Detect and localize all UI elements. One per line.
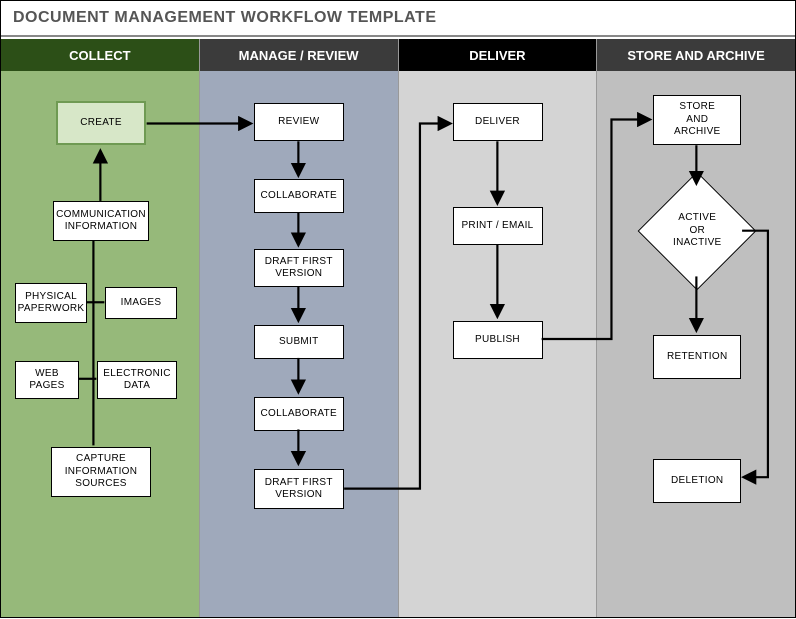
node-capture-sources: CAPTURE INFORMATION SOURCES xyxy=(51,447,151,497)
node-submit: SUBMIT xyxy=(254,325,344,359)
column-body-collect: CREATE COMMUNICATION INFORMATION PHYSICA… xyxy=(1,71,199,617)
node-create: CREATE xyxy=(56,101,146,145)
columns-container: COLLECT CREATE COMMUNICATION INFORMATION… xyxy=(1,39,795,617)
column-manage: MANAGE / REVIEW REVIEW COLLABORATE DRAFT… xyxy=(200,39,399,617)
arrows-collect xyxy=(1,71,199,617)
node-store-archive: STORE AND ARCHIVE xyxy=(653,95,741,145)
node-collaborate-2: COLLABORATE xyxy=(254,397,344,431)
node-review: REVIEW xyxy=(254,103,344,141)
node-decision: ACTIVE OR INACTIVE xyxy=(655,189,739,273)
title-bar: DOCUMENT MANAGEMENT WORKFLOW TEMPLATE xyxy=(1,1,795,37)
column-deliver: DELIVER DELIVER PRINT / EMAIL PUBLISH xyxy=(399,39,598,617)
node-deliver: DELIVER xyxy=(453,103,543,141)
column-body-deliver: DELIVER PRINT / EMAIL PUBLISH xyxy=(399,71,597,617)
column-header-manage: MANAGE / REVIEW xyxy=(200,39,398,71)
node-images: IMAGES xyxy=(105,287,177,319)
node-retention: RETENTION xyxy=(653,335,741,379)
column-body-store: STORE AND ARCHIVE ACTIVE OR INACTIVE RET… xyxy=(597,71,795,617)
node-physical-paperwork: PHYSICAL PAPERWORK xyxy=(15,283,87,323)
column-header-collect: COLLECT xyxy=(1,39,199,71)
page-title: DOCUMENT MANAGEMENT WORKFLOW TEMPLATE xyxy=(13,9,437,27)
node-publish: PUBLISH xyxy=(453,321,543,359)
column-header-deliver: DELIVER xyxy=(399,39,597,71)
column-body-manage: REVIEW COLLABORATE DRAFT FIRST VERSION S… xyxy=(200,71,398,617)
node-electronic-data: ELECTRONIC DATA xyxy=(97,361,177,399)
node-print-email: PRINT / EMAIL xyxy=(453,207,543,245)
node-comm-info: COMMUNICATION INFORMATION xyxy=(53,201,149,241)
node-web-pages: WEB PAGES xyxy=(15,361,79,399)
workflow-template: DOCUMENT MANAGEMENT WORKFLOW TEMPLATE CO… xyxy=(0,0,796,618)
node-draft-1: DRAFT FIRST VERSION xyxy=(254,249,344,287)
node-deletion: DELETION xyxy=(653,459,741,503)
node-draft-2: DRAFT FIRST VERSION xyxy=(254,469,344,509)
column-header-store: STORE AND ARCHIVE xyxy=(597,39,795,71)
node-collaborate-1: COLLABORATE xyxy=(254,179,344,213)
column-store: STORE AND ARCHIVE STORE AND ARCHIVE ACTI… xyxy=(597,39,795,617)
column-collect: COLLECT CREATE COMMUNICATION INFORMATION… xyxy=(1,39,200,617)
